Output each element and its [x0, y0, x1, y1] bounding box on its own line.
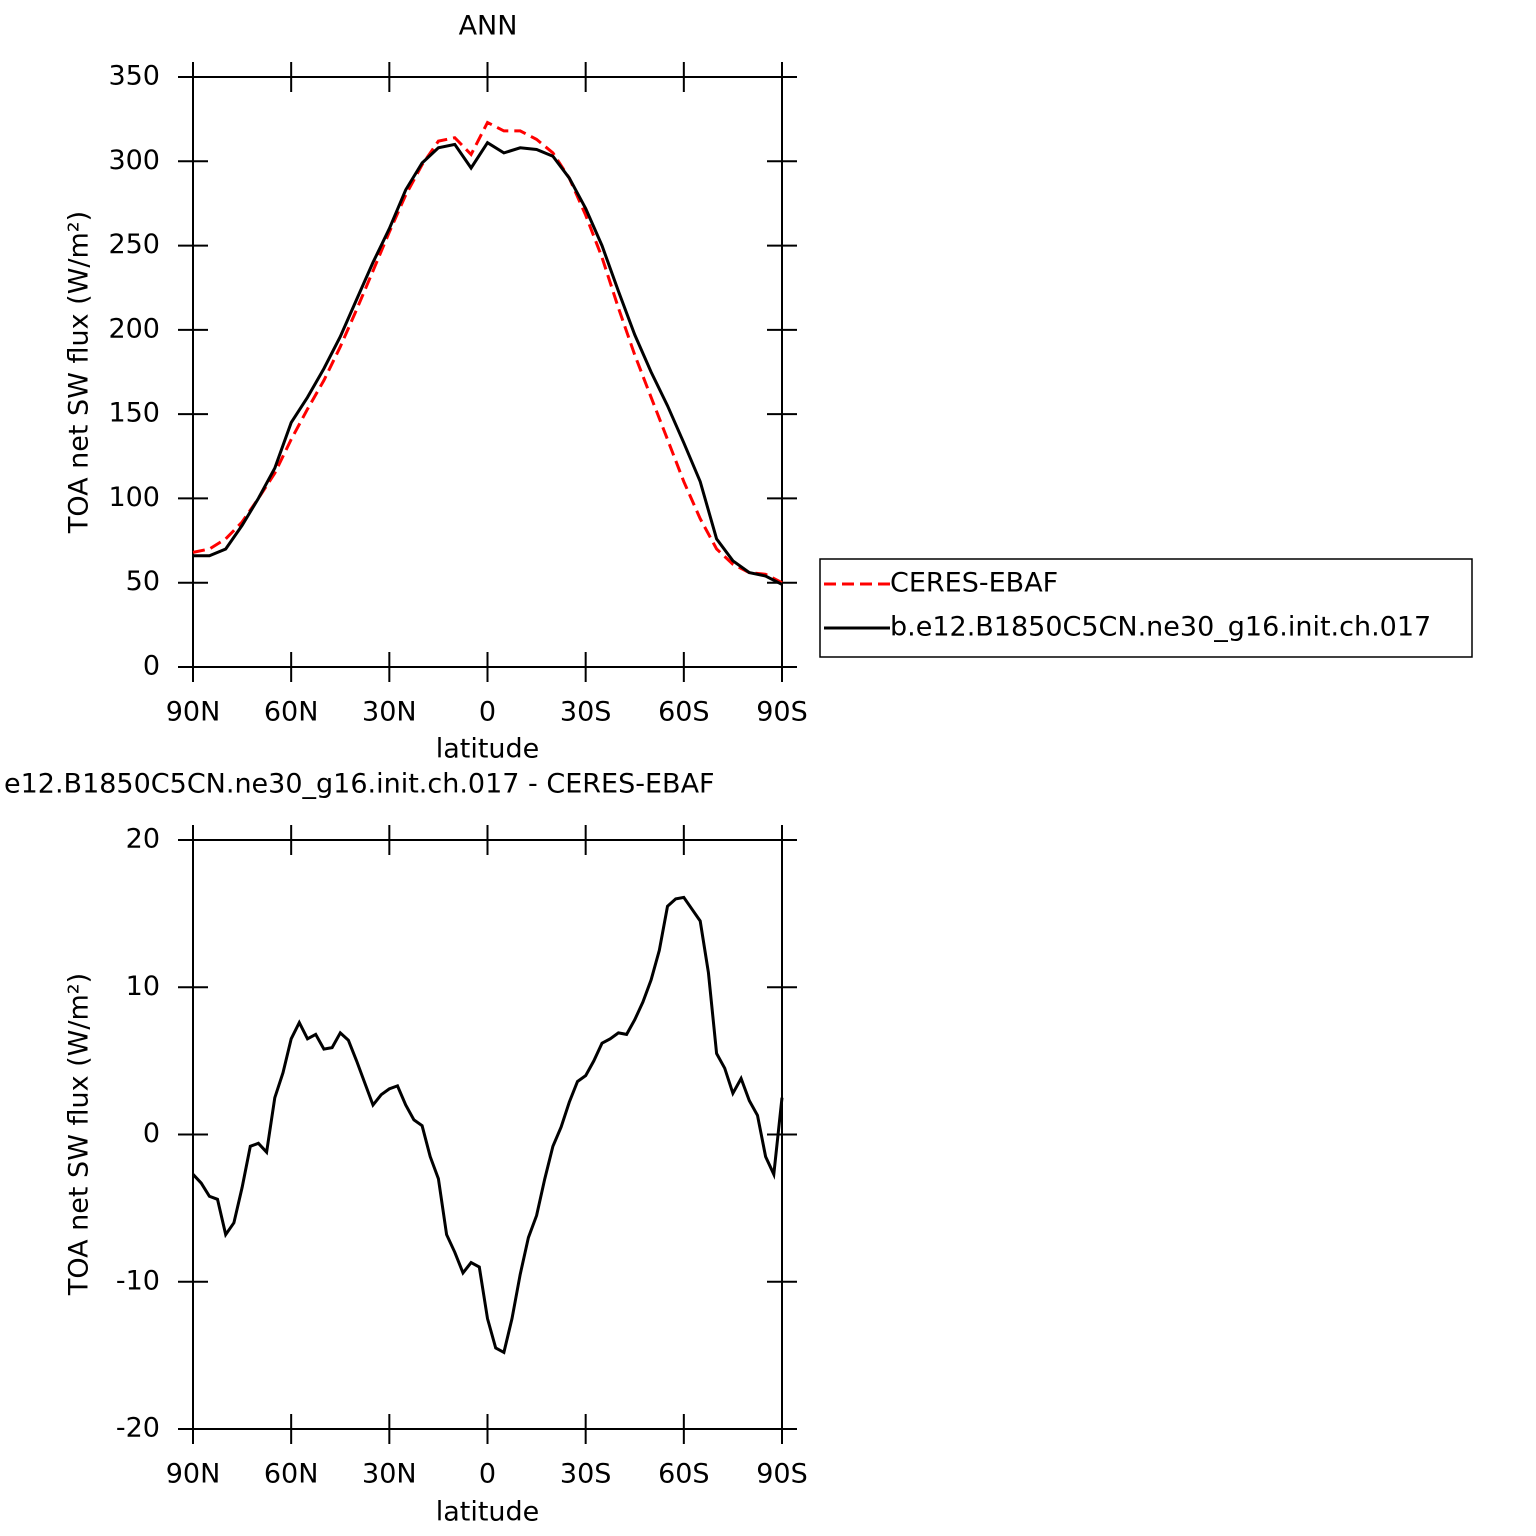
legend-label: CERES-EBAF: [890, 568, 1058, 599]
y-tick-label: 350: [108, 61, 160, 92]
x-tick-label: 90S: [756, 697, 808, 728]
x-tick-label: 0: [479, 1459, 496, 1490]
x-tick-label: 90N: [166, 1459, 221, 1490]
y-tick-label: 0: [143, 1118, 160, 1149]
x-tick-label: 0: [479, 697, 496, 728]
x-tick-label: 60N: [264, 1459, 319, 1490]
y-axis-label: TOA net SW flux (W/m²): [64, 211, 95, 534]
x-tick-label: 30N: [362, 1459, 417, 1490]
y-tick-label: 0: [143, 651, 160, 682]
y-axis-label: TOA net SW flux (W/m²): [64, 973, 95, 1296]
data-line: [192, 120, 783, 585]
y-tick-label: 200: [108, 313, 160, 344]
x-axis-label: latitude: [436, 734, 540, 765]
plot-frame: [192, 76, 783, 668]
x-tick-label: 30S: [560, 697, 612, 728]
plot-frame: [192, 839, 783, 1430]
x-axis-label: latitude: [436, 1497, 540, 1528]
x-tick-label: 30S: [560, 1459, 612, 1490]
y-tick-label: 20: [126, 824, 160, 855]
y-tick-label: -10: [116, 1265, 160, 1296]
chart-title: e12.B1850C5CN.ne30_g16.init.ch.017 - CER…: [4, 769, 715, 800]
y-tick-label: 50: [126, 566, 160, 597]
x-tick-label: 60S: [658, 697, 710, 728]
legend-label: b.e12.B1850C5CN.ne30_g16.init.ch.017: [890, 612, 1431, 643]
x-tick-label: 60N: [264, 697, 319, 728]
chart-title: ANN: [459, 11, 518, 42]
x-tick-label: 60S: [658, 1459, 710, 1490]
x-tick-label: 90N: [166, 697, 221, 728]
y-tick-label: 300: [108, 145, 160, 176]
y-tick-label: 100: [108, 482, 160, 513]
legend-box: [819, 558, 1473, 658]
data-line: [191, 895, 784, 1355]
y-tick-label: -20: [116, 1413, 160, 1444]
y-tick-label: 250: [108, 229, 160, 260]
x-tick-label: 30N: [362, 697, 417, 728]
data-line: [193, 140, 783, 586]
y-tick-label: 150: [108, 398, 160, 429]
x-tick-label: 90S: [756, 1459, 808, 1490]
y-tick-label: 10: [126, 971, 160, 1002]
